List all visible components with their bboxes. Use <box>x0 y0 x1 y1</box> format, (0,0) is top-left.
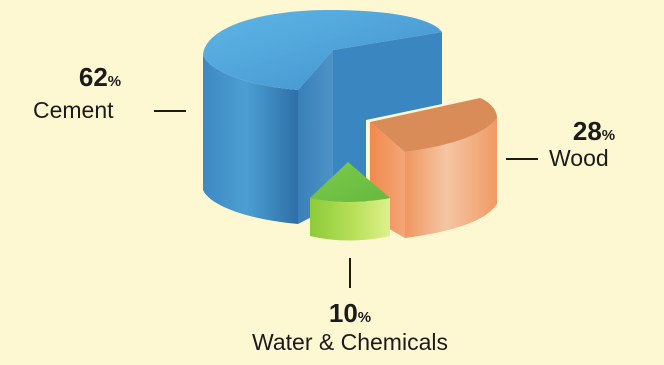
slice-cement-cut-face <box>333 32 442 208</box>
slice-wood-side <box>405 118 497 238</box>
label-water-chemicals-value: 10 <box>328 298 358 328</box>
slice-cement-side <box>203 55 298 224</box>
slice-wood <box>370 98 497 238</box>
label-wood: 28% <box>559 118 629 144</box>
label-water-chemicals-percent: 10% <box>329 298 371 328</box>
slice-water-top <box>310 162 390 202</box>
slice-cement-top <box>203 10 442 90</box>
slice-cement <box>203 10 442 224</box>
label-cement-percent: 62% <box>79 62 121 92</box>
label-water-chemicals-name: Water & Chemicals <box>252 329 448 355</box>
label-water-chemicals-unit: % <box>357 309 372 326</box>
slice-water-chemicals <box>310 162 390 241</box>
leader-cement <box>154 110 186 112</box>
slice-water-side <box>310 198 390 241</box>
label-cement-unit: % <box>107 73 122 90</box>
slice-wood-top <box>370 98 497 152</box>
label-water-chemicals: 10% <box>310 300 390 326</box>
label-wood-unit: % <box>601 127 616 144</box>
label-wood-value: 28 <box>572 116 602 146</box>
label-wood-name: Wood <box>549 145 609 171</box>
label-cement-name: Cement <box>33 97 114 123</box>
leader-wood <box>506 158 538 160</box>
label-wood-percent: 28% <box>573 116 615 146</box>
label-cement: 62% <box>62 64 138 90</box>
label-cement-value: 62 <box>78 62 108 92</box>
leader-water-chemicals <box>349 258 351 288</box>
slice-cement-inner-face <box>298 50 333 224</box>
